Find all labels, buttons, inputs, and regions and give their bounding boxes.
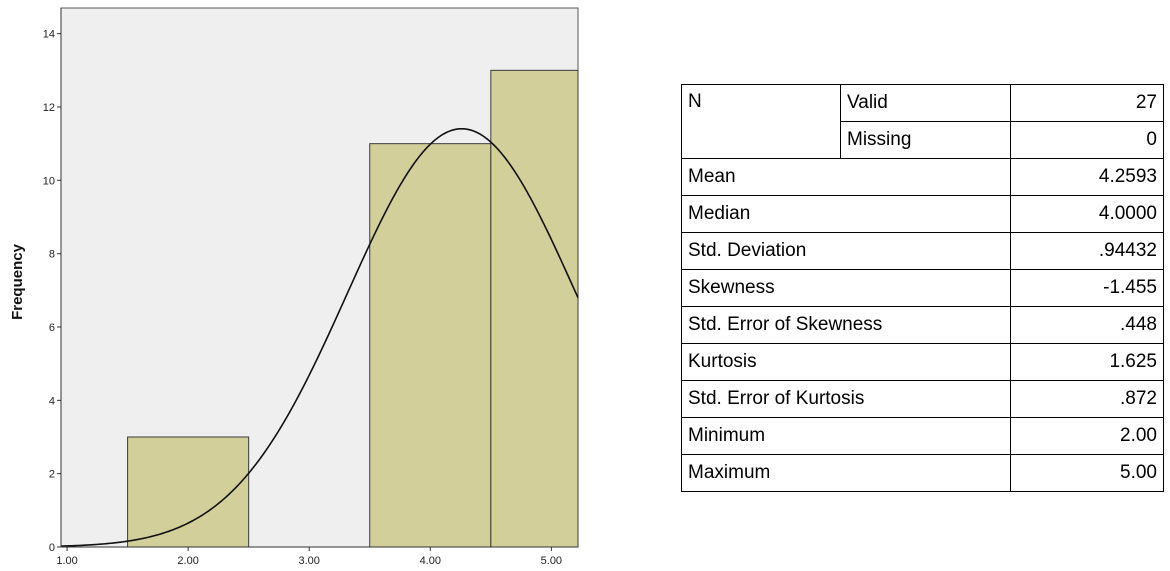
stat-value: -1.455: [1010, 269, 1164, 307]
stats-row: Median 4.0000: [681, 195, 1164, 233]
y-axis-label: Frequency: [9, 243, 26, 320]
stats-row: Std. Deviation .94432: [681, 232, 1164, 270]
stat-value: .94432: [1010, 232, 1164, 270]
stats-row: Kurtosis 1.625: [681, 343, 1164, 381]
y-tick-label: 8: [49, 249, 55, 261]
statistics-table: N Valid 27 Missing 0 Mean 4.2593 Median 4.…: [681, 84, 1164, 492]
y-tick-label: 14: [43, 29, 55, 41]
y-tick-label: 4: [49, 395, 55, 407]
x-tick-label: 2.00: [177, 555, 198, 567]
x-tick-label: 5.00: [541, 555, 562, 567]
y-tick-label: 0: [49, 542, 55, 554]
missing-value: 0: [1010, 121, 1164, 159]
x-tick-label: 4.00: [420, 555, 441, 567]
valid-label: Valid: [840, 84, 1011, 122]
stat-value: .872: [1010, 380, 1164, 418]
stats-row: Mean 4.2593: [681, 158, 1164, 196]
stat-label: Std. Error of Skewness: [681, 306, 1011, 344]
y-tick-label: 10: [43, 175, 55, 187]
stat-label: Std. Error of Kurtosis: [681, 380, 1011, 418]
stat-value: 4.2593: [1010, 158, 1164, 196]
stats-row: Std. Error of Kurtosis .872: [681, 380, 1164, 418]
stat-label: Minimum: [681, 417, 1011, 455]
histogram-bar: [369, 143, 492, 548]
stat-label: Kurtosis: [681, 343, 1011, 381]
stat-label: Mean: [681, 158, 1011, 196]
histogram-bar: [490, 69, 579, 548]
stat-label: Skewness: [681, 269, 1011, 307]
x-tick-label: 1.00: [56, 555, 77, 567]
histogram-bar: [127, 436, 250, 548]
stat-value: 4.0000: [1010, 195, 1164, 233]
stat-value: 5.00: [1010, 454, 1164, 492]
stat-label: Std. Deviation: [681, 232, 1011, 270]
missing-label: Missing: [840, 121, 1011, 159]
stat-value: .448: [1010, 306, 1164, 344]
n-label: N: [681, 84, 841, 159]
y-tick-label: 12: [43, 102, 55, 114]
x-tick-label: 3.00: [298, 555, 319, 567]
y-tick-label: 2: [49, 469, 55, 481]
stats-row: Maximum 5.00: [681, 454, 1164, 492]
stat-label: Maximum: [681, 454, 1011, 492]
valid-value: 27: [1010, 84, 1164, 122]
stats-row: Minimum 2.00: [681, 417, 1164, 455]
stats-row: Skewness -1.455: [681, 269, 1164, 307]
stats-row-valid: N Valid 27: [681, 84, 1164, 159]
stats-row: Std. Error of Skewness .448: [681, 306, 1164, 344]
stat-value: 2.00: [1010, 417, 1164, 455]
y-tick-label: 6: [49, 322, 55, 334]
stat-value: 1.625: [1010, 343, 1164, 381]
stats-row-missing: Missing 0: [682, 121, 1164, 159]
histogram-chart: 0 2 4 6 8 10 12 14 1.00 2.00 3.00 4.00 5.00 Frequen…: [9, 7, 579, 567]
normal-curve: [60, 127, 579, 547]
stat-label: Median: [681, 195, 1011, 233]
